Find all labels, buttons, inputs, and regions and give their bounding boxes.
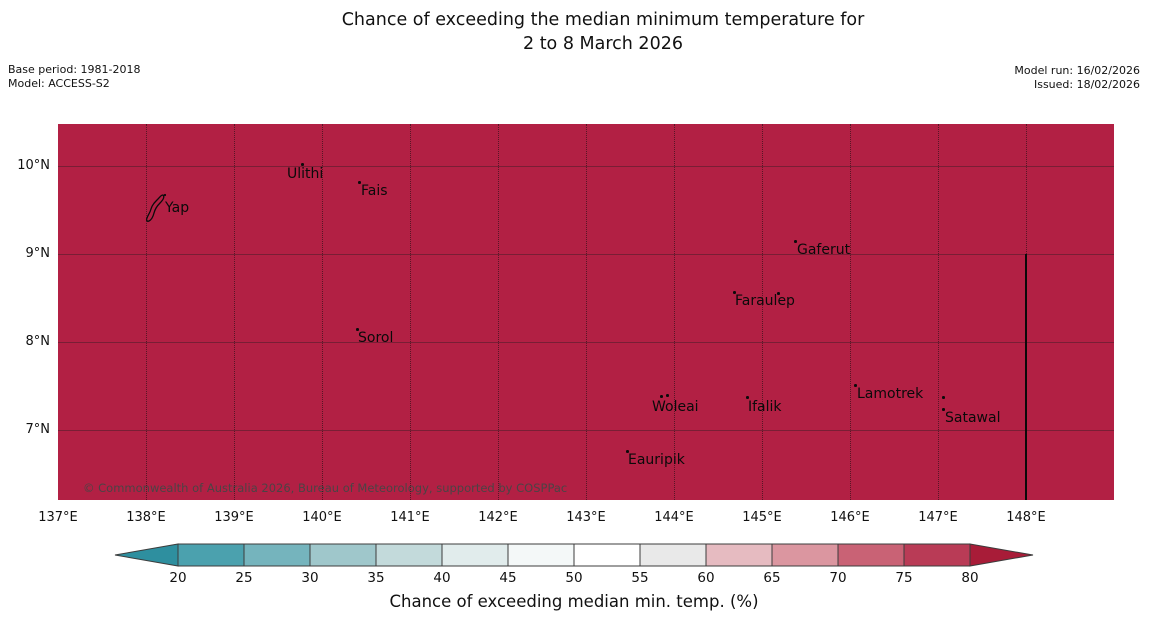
title-line-2: 2 to 8 March 2026	[523, 34, 683, 54]
longitude-tick-label: 139°E	[214, 510, 254, 525]
island-label: Yap	[165, 200, 190, 216]
island-label: Woleai	[652, 399, 699, 415]
colorbar-tick-label: 55	[631, 570, 649, 586]
colorbar-tick-label: 80	[961, 570, 979, 586]
meridian-gridline	[850, 124, 851, 500]
parallel-gridline	[58, 254, 1114, 255]
probability-colorbar	[114, 543, 1034, 567]
colorbar-segment	[573, 543, 641, 567]
island-marker-dot	[660, 395, 663, 398]
colorbar-segment	[441, 543, 509, 567]
longitude-tick-label: 141°E	[390, 510, 430, 525]
island-label: Sorol	[358, 330, 394, 346]
colorbar-tick-label: 50	[565, 570, 583, 586]
longitude-tick-label: 145°E	[742, 510, 782, 525]
meridian-gridline	[674, 124, 675, 500]
colorbar-tick-label: 45	[499, 570, 517, 586]
run-info: Model run: 16/02/2026 Issued: 18/02/2026	[1014, 64, 1140, 92]
parallel-gridline	[58, 166, 1114, 167]
meridian-gridline	[938, 124, 939, 500]
island-marker-dot	[854, 384, 857, 387]
island-marker-dot	[356, 328, 359, 331]
meridian-gridline	[146, 124, 147, 500]
island-marker-dot	[794, 240, 797, 243]
island-label: Faraulep	[735, 293, 795, 309]
colorbar-under-arrow	[114, 543, 179, 567]
longitude-tick-label: 143°E	[566, 510, 606, 525]
colorbar-segment	[771, 543, 839, 567]
longitude-tick-label: 146°E	[830, 510, 870, 525]
island-label: Lamotrek	[857, 386, 924, 402]
island-label: Gaferut	[797, 242, 851, 258]
latitude-tick-label: 10°N	[17, 158, 50, 173]
island-marker-dot	[626, 450, 629, 453]
longitude-tick-label: 144°E	[654, 510, 694, 525]
latitude-tick-label: 8°N	[25, 334, 51, 349]
island-marker-dot	[942, 408, 945, 411]
region-boundary-line	[1025, 254, 1027, 500]
colorbar-tick-label: 70	[829, 570, 847, 586]
colorbar-segment	[309, 543, 377, 567]
island-label: Satawal	[945, 410, 1001, 426]
colorbar-tick-label: 40	[433, 570, 451, 586]
colorbar-tick-label: 30	[301, 570, 319, 586]
colorbar-axis-label: Chance of exceeding median min. temp. (%…	[389, 592, 759, 611]
colorbar-tick-label: 60	[697, 570, 715, 586]
colorbar-segment	[243, 543, 311, 567]
island-label: Ifalik	[748, 399, 782, 415]
longitude-tick-label: 138°E	[126, 510, 166, 525]
longitude-tick-label: 148°E	[1006, 510, 1046, 525]
latitude-tick-label: 7°N	[25, 422, 51, 437]
island-marker-dot	[777, 292, 780, 295]
colorbar-tick-label: 75	[895, 570, 913, 586]
meridian-gridline	[322, 124, 323, 500]
model-name-text: Model: ACCESS-S2	[8, 77, 110, 90]
meridian-gridline	[498, 124, 499, 500]
copyright-text: © Commonwealth of Australia 2026, Bureau…	[83, 481, 568, 495]
colorbar-segment	[837, 543, 905, 567]
longitude-tick-label: 147°E	[918, 510, 958, 525]
page-title: Chance of exceeding the median minimum t…	[342, 8, 865, 56]
latitude-tick-label: 9°N	[25, 246, 51, 261]
island-marker-dot	[666, 394, 669, 397]
colorbar-segment	[705, 543, 773, 567]
colorbar-tick-label: 65	[763, 570, 781, 586]
island-marker-dot	[358, 181, 361, 184]
colorbar-tick-label: 25	[235, 570, 253, 586]
colorbar-over-arrow	[969, 543, 1034, 567]
longitude-tick-label: 140°E	[302, 510, 342, 525]
probability-map: © Commonwealth of Australia 2026, Bureau…	[58, 124, 1114, 500]
colorbar-segment	[507, 543, 575, 567]
island-label: Fais	[361, 183, 388, 199]
model-run-text: Model run: 16/02/2026	[1014, 64, 1140, 77]
island-marker-dot	[733, 291, 736, 294]
model-info: Base period: 1981-2018 Model: ACCESS-S2	[8, 63, 140, 91]
meridian-gridline	[410, 124, 411, 500]
colorbar-tick-label: 35	[367, 570, 385, 586]
island-marker-dot	[942, 396, 945, 399]
meridian-gridline	[586, 124, 587, 500]
issued-text: Issued: 18/02/2026	[1033, 78, 1140, 91]
parallel-gridline	[58, 342, 1114, 343]
colorbar-segment	[375, 543, 443, 567]
colorbar-segment	[903, 543, 971, 567]
colorbar-tick-label: 20	[169, 570, 187, 586]
island-label: Eauripik	[628, 452, 685, 468]
colorbar-segment	[639, 543, 707, 567]
meridian-gridline	[762, 124, 763, 500]
island-label: Ulithi	[287, 166, 324, 182]
meridian-gridline	[234, 124, 235, 500]
parallel-gridline	[58, 430, 1114, 431]
title-line-1: Chance of exceeding the median minimum t…	[341, 10, 865, 30]
island-marker-dot	[746, 396, 749, 399]
colorbar-segment	[177, 543, 245, 567]
longitude-tick-label: 142°E	[478, 510, 518, 525]
longitude-tick-label: 137°E	[38, 510, 78, 525]
base-period-text: Base period: 1981-2018	[8, 63, 141, 76]
island-marker-dot	[301, 163, 304, 166]
